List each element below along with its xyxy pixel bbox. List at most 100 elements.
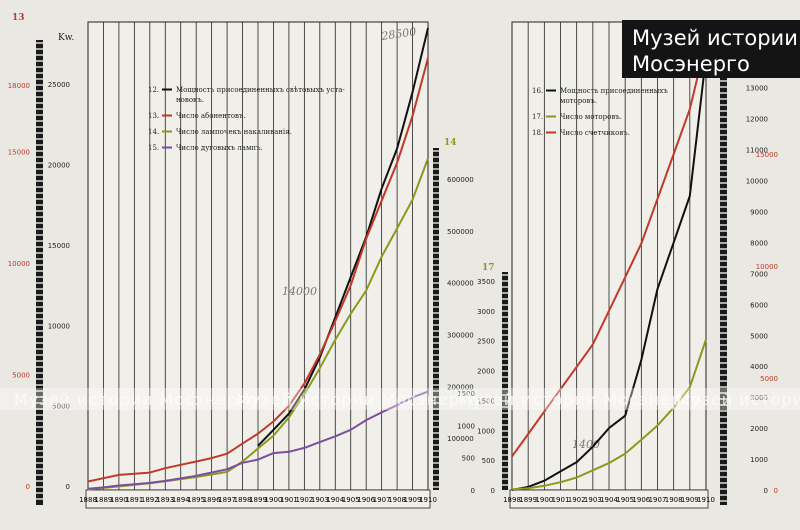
left-legend-number: 14. — [148, 128, 159, 136]
subscribers-tick-label: 5000 — [12, 372, 30, 380]
left-year-label: 1893 — [156, 496, 174, 504]
left-year-label: 1899 — [249, 496, 267, 504]
axis13-scale-bar — [36, 40, 43, 505]
left-year-label: 1909 — [404, 496, 422, 504]
motor-power-tick-label: 7000 — [750, 270, 768, 278]
watermark-band-text: Музей истории Мосэнерго — [14, 390, 258, 409]
left-year-label: 1897 — [218, 496, 236, 504]
watermark-band — [0, 388, 800, 410]
left-legend-text-cont: новокъ. — [176, 96, 204, 104]
right-legend-text-cont: моторовъ. — [560, 97, 597, 105]
left-legend-text: Число лампочекъ накаливанія. — [176, 128, 292, 136]
kw-tick-label: 5000 — [52, 403, 70, 411]
motors-tick-label: 1500 — [477, 397, 495, 405]
arc-lamps-tick-label: 1000 — [457, 422, 475, 430]
left-series-line — [87, 57, 429, 483]
left-year-label: 1900 — [265, 496, 283, 504]
badge-line-1: Музей истории — [632, 26, 798, 50]
motor-power-tick-label: 4000 — [750, 363, 768, 371]
left-year-label: 1902 — [295, 496, 313, 504]
motor-power-tick-label: 9000 — [750, 208, 768, 216]
left-year-label: 1895 — [187, 496, 205, 504]
right-year-label: 1905 — [616, 496, 634, 504]
motor-power-tick-label: 0 — [764, 487, 768, 495]
motor-power-tick-label: 3000 — [750, 394, 768, 402]
right-year-label: 1900 — [535, 496, 553, 504]
left-year-label: 1889 — [95, 496, 113, 504]
kw-tick-label: 20000 — [48, 162, 70, 170]
right-legend-text: Мощность присоединенныхъ — [560, 87, 668, 95]
motor-power-tick-label: 11000 — [746, 147, 768, 155]
axis13-unit: Kw. — [58, 33, 74, 43]
left-year-label: 1906 — [357, 496, 375, 504]
left-year-label: 1901 — [280, 496, 298, 504]
right-year-label: 1904 — [600, 496, 618, 504]
motor-power-tick-label: 5000 — [750, 332, 768, 340]
left-legend-number: 15. — [148, 144, 159, 152]
subscribers-tick-label: 10000 — [8, 260, 30, 268]
arc-lamps-tick-label: 1500 — [457, 390, 475, 398]
left-year-label: 1891 — [125, 496, 143, 504]
meters-tick-label: 5000 — [760, 375, 778, 383]
right-year-label: 1903 — [584, 496, 602, 504]
left-year-label: 1908 — [388, 496, 406, 504]
right-legend-number: 17. — [532, 113, 543, 121]
right-year-label: 1910 — [697, 496, 715, 504]
motors-tick-label: 2000 — [477, 368, 495, 376]
left-legend-text: Число абонентовъ. — [176, 112, 246, 120]
left-legend-text: Число дуговыхъ лампъ. — [176, 144, 263, 152]
motor-power-tick-label: 13000 — [746, 85, 768, 93]
motor-power-tick-label: 2000 — [750, 425, 768, 433]
motor-power-tick-label: 1000 — [750, 456, 768, 464]
pencil-note-mid: 14000 — [282, 285, 317, 298]
left-year-label: 1907 — [373, 496, 391, 504]
right-series-line — [511, 56, 707, 491]
left-legend-number: 12. — [148, 86, 159, 94]
left-year-label: 1903 — [311, 496, 329, 504]
left-year-label: 1896 — [203, 496, 221, 504]
lamps-tick-label: 100000 — [447, 435, 474, 443]
motor-power-tick-label: 12000 — [746, 116, 768, 124]
motors-tick-label: 1000 — [477, 427, 495, 435]
motor-power-tick-label: 8000 — [750, 239, 768, 247]
right-year-label: 1909 — [681, 496, 699, 504]
meters-tick-label: 15000 — [756, 151, 778, 159]
arc-lamps-tick-label: 0 — [471, 487, 475, 495]
motors-tick-label: 3000 — [477, 308, 495, 316]
right-legend-text: Число счетчиковъ. — [560, 129, 630, 137]
right-year-label: 1899 — [519, 496, 537, 504]
motor-power-tick-label: 6000 — [750, 301, 768, 309]
right-series-line — [511, 41, 707, 457]
lamps-tick-label: 400000 — [447, 280, 474, 288]
axis14-number: 14 — [444, 138, 457, 148]
kw-tick-label: 0 — [66, 483, 70, 491]
axis17-scale-bar — [502, 272, 508, 490]
left-year-label: 1910 — [419, 496, 437, 504]
left-year-label: 1888 — [79, 496, 97, 504]
lamps-tick-label: 600000 — [447, 176, 474, 184]
left-year-label: 1898 — [234, 496, 252, 504]
right-legend-text: Число моторовъ. — [560, 113, 622, 121]
badge-line-2: Мосэнерго — [632, 52, 750, 76]
left-year-label: 1890 — [110, 496, 128, 504]
pencil-note-top: 28500 — [380, 25, 417, 43]
motors-tick-label: 2500 — [477, 338, 495, 346]
left-legend-number: 13. — [148, 112, 159, 120]
right-year-label: 1908 — [665, 496, 683, 504]
right-year-label: 1898 — [503, 496, 521, 504]
kw-tick-label: 25000 — [48, 81, 70, 89]
left-legend-text: Мощность присоединенныхъ свѣтовыхъ уста- — [176, 86, 345, 94]
motors-tick-label: 0 — [491, 487, 495, 495]
left-series-line — [257, 27, 429, 447]
arc-lamps-tick-label: 500 — [462, 455, 475, 463]
right-year-label: 1906 — [632, 496, 650, 504]
left-year-label: 1904 — [326, 496, 344, 504]
left-year-strip — [85, 489, 431, 509]
right-year-strip — [509, 489, 709, 509]
left-year-label: 1905 — [342, 496, 360, 504]
meters-tick-label: 10000 — [756, 263, 778, 271]
left-year-label: 1894 — [172, 496, 190, 504]
watermark-band-text: Музей истории Мосэнерго — [676, 390, 800, 409]
